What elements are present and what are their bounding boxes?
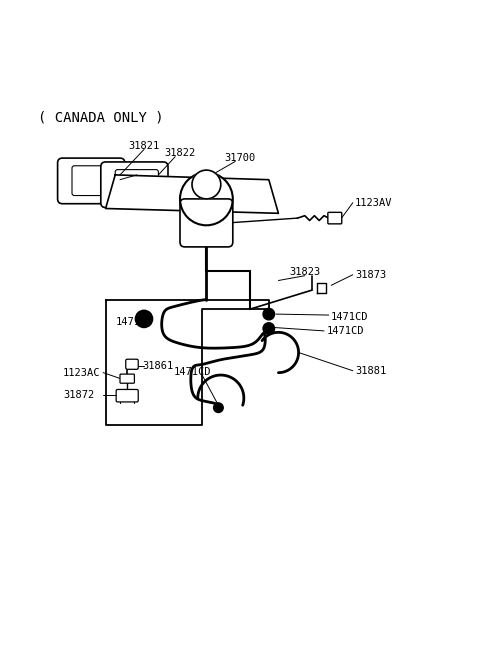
- Text: 31873: 31873: [355, 270, 386, 280]
- Text: 1471CD: 1471CD: [331, 311, 369, 321]
- Polygon shape: [106, 175, 278, 214]
- FancyBboxPatch shape: [120, 374, 134, 383]
- FancyBboxPatch shape: [101, 162, 168, 208]
- Circle shape: [138, 311, 150, 324]
- Circle shape: [192, 170, 221, 199]
- Polygon shape: [317, 283, 326, 292]
- Text: 31861: 31861: [143, 361, 174, 371]
- Text: ( CANADA ONLY ): ( CANADA ONLY ): [38, 110, 164, 124]
- Circle shape: [180, 173, 233, 225]
- FancyBboxPatch shape: [116, 390, 138, 402]
- Text: 31821: 31821: [128, 141, 160, 151]
- Text: 31881: 31881: [355, 366, 386, 376]
- Circle shape: [263, 323, 275, 334]
- Text: 1471CD: 1471CD: [173, 367, 211, 376]
- Circle shape: [135, 310, 153, 328]
- Text: 31872: 31872: [63, 390, 95, 399]
- Text: 31822: 31822: [164, 148, 196, 158]
- Text: 31823: 31823: [289, 267, 321, 277]
- FancyBboxPatch shape: [180, 199, 233, 247]
- Polygon shape: [106, 300, 269, 424]
- Circle shape: [214, 403, 223, 413]
- Circle shape: [263, 308, 275, 320]
- Text: 1471CD: 1471CD: [326, 326, 364, 336]
- FancyBboxPatch shape: [126, 359, 138, 369]
- Text: 1123AC: 1123AC: [63, 368, 100, 378]
- FancyBboxPatch shape: [328, 212, 342, 224]
- Text: 31700: 31700: [224, 153, 256, 163]
- Text: 1471CD: 1471CD: [116, 317, 153, 327]
- Text: 1123AV: 1123AV: [355, 198, 393, 208]
